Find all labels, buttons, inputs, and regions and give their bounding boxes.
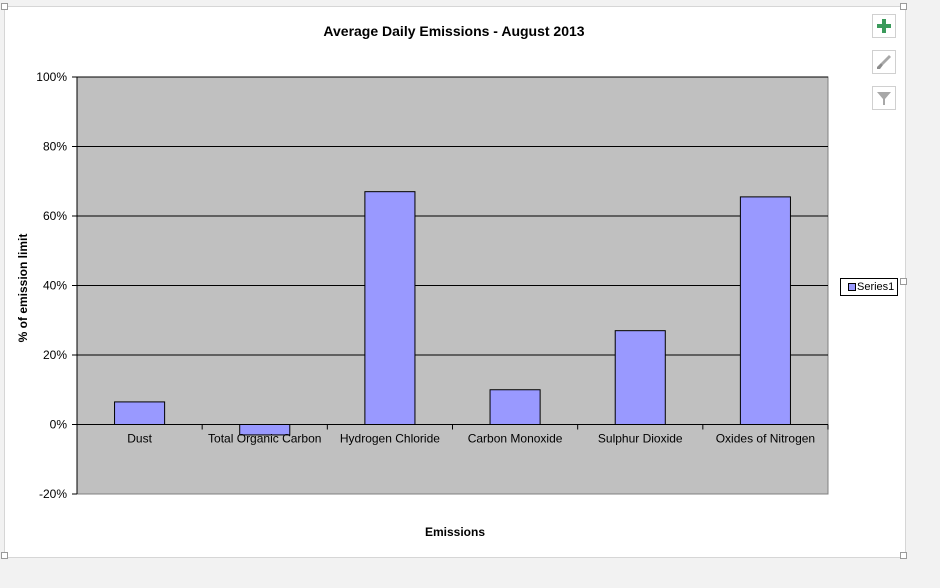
paintbrush-icon <box>877 55 891 69</box>
y-axis-title: % of emission limit <box>16 234 30 343</box>
bar <box>114 401 166 426</box>
bar <box>364 191 416 425</box>
filter-icon <box>877 92 891 105</box>
plus-icon <box>877 19 891 33</box>
category-label: Sulphur Dioxide <box>598 432 683 446</box>
bar <box>614 330 666 425</box>
category-label: Carbon Monoxide <box>468 432 563 446</box>
resize-handle-bottom-left[interactable] <box>1 552 8 559</box>
y-tick-label: 100% <box>36 70 67 84</box>
y-tick-label: 80% <box>43 140 67 154</box>
chart-elements-button[interactable] <box>872 14 896 38</box>
category-label: Oxides of Nitrogen <box>716 432 815 446</box>
resize-handle-right[interactable] <box>900 278 907 285</box>
legend-swatch <box>848 283 856 291</box>
y-tick-label: 40% <box>43 279 67 293</box>
y-tick-label: 60% <box>43 209 67 223</box>
category-label: Dust <box>127 432 152 446</box>
chart-styles-button[interactable] <box>872 50 896 74</box>
chart-filters-button[interactable] <box>872 86 896 110</box>
y-tick-label: -20% <box>39 487 67 501</box>
y-tick-label: 20% <box>43 348 67 362</box>
x-axis-title: Emissions <box>425 525 485 539</box>
resize-handle-top-left[interactable] <box>1 3 8 10</box>
resize-handle-top-right[interactable] <box>900 3 907 10</box>
bar <box>489 389 541 425</box>
bar <box>739 196 791 425</box>
legend[interactable]: Series1 <box>840 278 898 296</box>
resize-handle-bottom-right[interactable] <box>900 552 907 559</box>
category-label: Hydrogen Chloride <box>340 432 440 446</box>
chart-title: Average Daily Emissions - August 2013 <box>323 23 584 39</box>
category-label: Total Organic Carbon <box>208 432 321 446</box>
legend-label: Series1 <box>857 281 895 293</box>
y-tick-label: 0% <box>50 418 68 432</box>
